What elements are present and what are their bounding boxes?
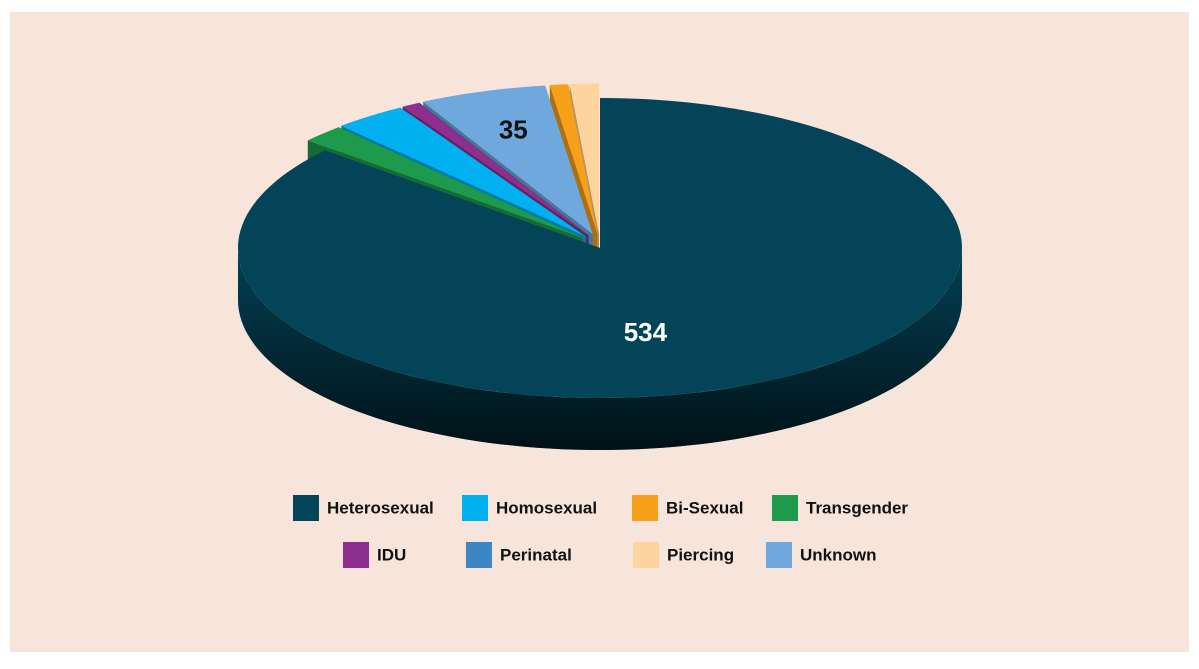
legend-label: Heterosexual (327, 498, 434, 517)
slice-wall-shade (238, 248, 962, 450)
legend-swatch (632, 495, 658, 521)
slice (419, 102, 589, 236)
data-label: 534 (624, 317, 668, 347)
legend-swatch (293, 495, 319, 521)
legend-label: Homosexual (496, 498, 597, 517)
slice (307, 127, 583, 238)
legend-swatch (772, 495, 798, 521)
legend-label: IDU (377, 545, 406, 564)
legend-label: Transgender (806, 498, 908, 517)
legend-label: Piercing (667, 545, 734, 564)
slice (402, 102, 589, 236)
slice (569, 83, 599, 234)
legend-swatch (343, 542, 369, 568)
slice (238, 98, 962, 398)
legend-swatch (633, 542, 659, 568)
slice (341, 107, 586, 237)
legend-label: Unknown (800, 545, 877, 564)
legend-swatch (466, 542, 492, 568)
legend-swatch (766, 542, 792, 568)
slice (423, 85, 593, 235)
slice-group (238, 98, 962, 450)
legend-label: Bi-Sexual (666, 498, 743, 517)
data-label: 35 (499, 114, 528, 144)
legend-swatch (462, 495, 488, 521)
slice (549, 84, 598, 234)
legend-label: Perinatal (500, 545, 572, 564)
